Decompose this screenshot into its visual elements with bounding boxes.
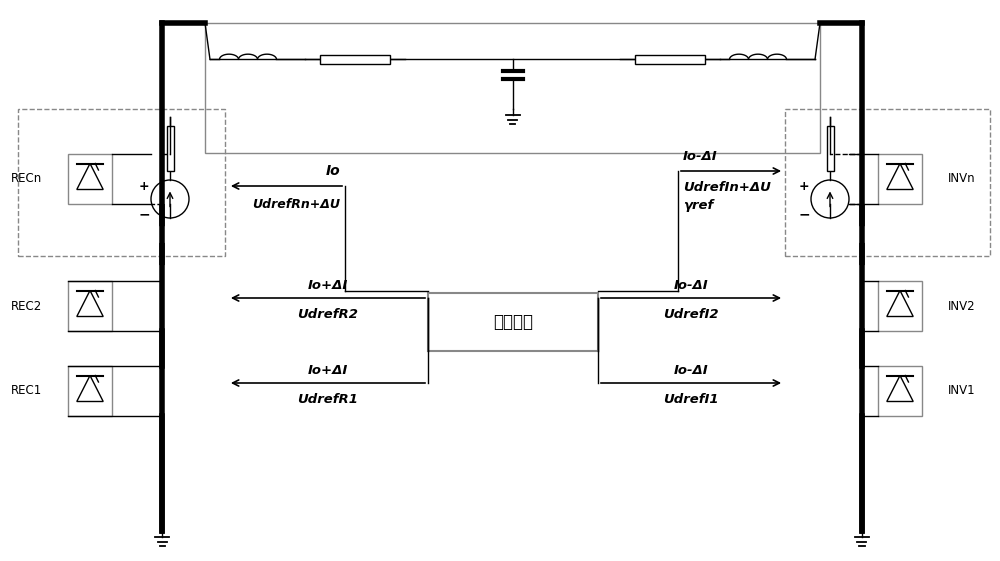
Text: Io+ΔI: Io+ΔI xyxy=(308,364,348,377)
Text: 站间协调: 站间协调 xyxy=(493,313,533,331)
Bar xyxy=(68,366,112,416)
Text: UdrefR1: UdrefR1 xyxy=(298,393,358,406)
Bar xyxy=(68,281,112,331)
Bar xyxy=(635,55,705,64)
Bar xyxy=(428,293,598,351)
Bar xyxy=(320,55,390,64)
Text: REC2: REC2 xyxy=(11,300,42,312)
Bar xyxy=(68,154,112,204)
Bar xyxy=(878,281,922,331)
Text: +: + xyxy=(139,181,149,194)
Text: INV2: INV2 xyxy=(948,300,976,312)
Bar xyxy=(785,109,990,256)
Text: UdrefR2: UdrefR2 xyxy=(298,308,358,321)
Text: REC1: REC1 xyxy=(11,384,42,398)
Text: Io: Io xyxy=(325,164,340,178)
Bar xyxy=(826,126,834,171)
Text: UdrefI2: UdrefI2 xyxy=(663,308,719,321)
Bar xyxy=(205,23,820,153)
Text: INV1: INV1 xyxy=(948,384,976,398)
Text: UdrefIn+ΔU: UdrefIn+ΔU xyxy=(683,181,771,194)
Text: −: − xyxy=(798,207,810,221)
Text: −: − xyxy=(138,207,150,221)
Text: INVn: INVn xyxy=(948,172,976,186)
Bar xyxy=(166,126,174,171)
Text: γref: γref xyxy=(683,199,713,212)
Text: UdrefRn+ΔU: UdrefRn+ΔU xyxy=(252,198,340,211)
Text: Io+ΔI: Io+ΔI xyxy=(308,279,348,292)
Bar xyxy=(878,366,922,416)
Text: Io-ΔI: Io-ΔI xyxy=(683,150,718,163)
Text: RECn: RECn xyxy=(11,172,42,186)
Text: Io-ΔI: Io-ΔI xyxy=(674,279,708,292)
Text: Io-ΔI: Io-ΔI xyxy=(674,364,708,377)
Text: UdrefI1: UdrefI1 xyxy=(663,393,719,406)
Bar xyxy=(878,154,922,204)
Text: +: + xyxy=(799,181,809,194)
Bar xyxy=(18,109,225,256)
